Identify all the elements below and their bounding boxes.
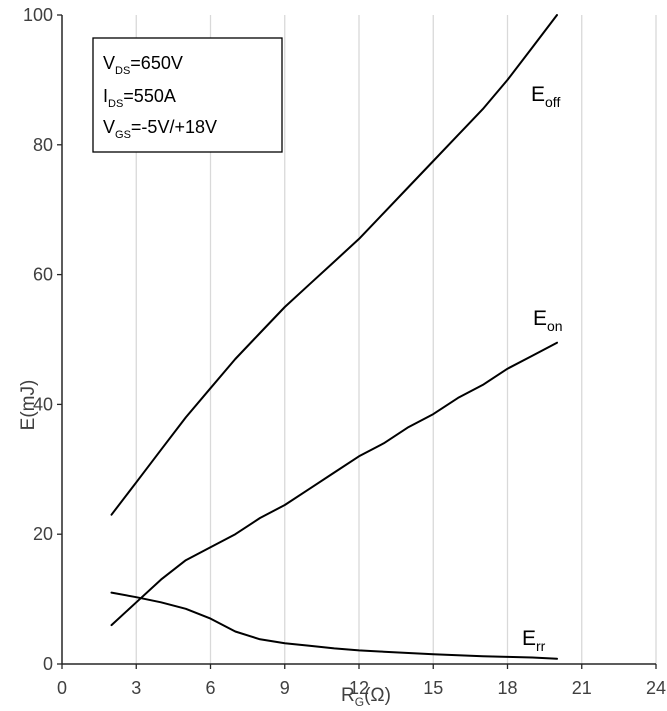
x-tick-label: 18 <box>497 678 517 698</box>
x-tick-label: 6 <box>205 678 215 698</box>
y-tick-label: 20 <box>33 524 53 544</box>
x-tick-label: 15 <box>423 678 443 698</box>
x-tick-label: 0 <box>57 678 67 698</box>
annotation-line-ids: IDS=550A <box>103 86 176 110</box>
series-label-eoff: Eoff <box>531 83 560 110</box>
series-layer <box>110 14 558 660</box>
series-label-eon: Eon <box>533 307 563 334</box>
annotation-box: VDS=650V IDS=550A VGS=-5V/+18V <box>92 37 283 153</box>
x-tick-label: 21 <box>572 678 592 698</box>
x-tick-label: 3 <box>131 678 141 698</box>
x-tick-label: 12 <box>349 678 369 698</box>
series-line-err <box>110 591 558 660</box>
y-tick-label: 60 <box>33 265 53 285</box>
series-label-err: Err <box>522 627 546 654</box>
series-line-eoff <box>110 14 558 516</box>
y-axis-title: E(mJ) <box>18 380 39 431</box>
x-tick-label: 24 <box>646 678 666 698</box>
tick-layer: 0 20 40 60 80 100 0 3 6 9 12 15 18 21 24 <box>23 5 666 698</box>
y-tick-label: 40 <box>33 394 53 414</box>
x-axis-title: RG(Ω) <box>341 685 391 709</box>
series-line-eon <box>110 341 558 627</box>
y-tick-label: 80 <box>33 135 53 155</box>
annotation-line-vgs: VGS=-5V/+18V <box>103 117 217 141</box>
annotation-line-vds: VDS=650V <box>103 53 183 77</box>
x-tick-label: 9 <box>280 678 290 698</box>
y-tick-label: 0 <box>43 654 53 674</box>
annotation-box-frame <box>92 37 283 153</box>
y-tick-label: 100 <box>23 5 53 25</box>
